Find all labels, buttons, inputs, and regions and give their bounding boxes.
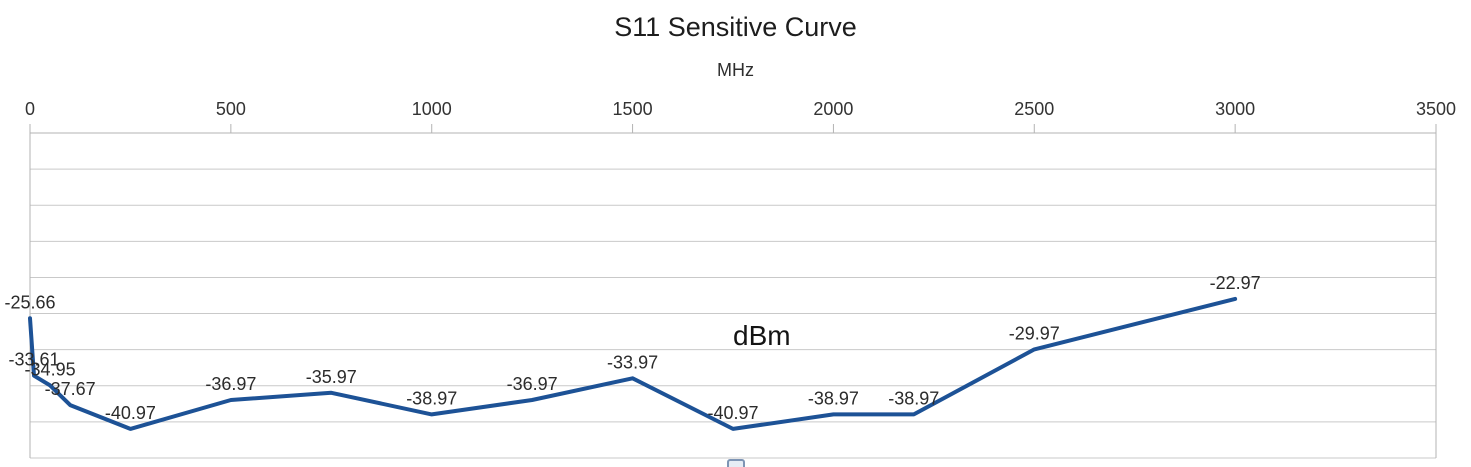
- x-tick-label: 1500: [613, 99, 653, 119]
- data-point-label: -33.97: [607, 352, 658, 372]
- data-point-label: -36.97: [507, 374, 558, 394]
- s11-series-line: [28, 296, 1238, 431]
- data-point-label: -36.97: [205, 374, 256, 394]
- data-point-label: -25.66: [4, 292, 55, 312]
- data-point-label: -33.61: [8, 350, 59, 370]
- data-point-label: -37.67: [45, 379, 96, 399]
- x-tick-label: 2500: [1014, 99, 1054, 119]
- data-point-label: -40.97: [105, 403, 156, 423]
- x-tick-label: 0: [25, 99, 35, 119]
- data-point-label: -35.97: [306, 367, 357, 387]
- x-tick-label: 1000: [412, 99, 452, 119]
- data-point-label: -38.97: [888, 388, 939, 408]
- data-point-label: -40.97: [707, 403, 758, 423]
- data-point-label: -34.95: [25, 359, 76, 379]
- x-tick-label: 3000: [1215, 99, 1255, 119]
- data-point-label: -22.97: [1210, 273, 1261, 293]
- x-tick-label: 3500: [1416, 99, 1456, 119]
- data-point-label: -29.97: [1009, 323, 1060, 343]
- data-point-label: -38.97: [808, 388, 859, 408]
- x-tick-label: 500: [216, 99, 246, 119]
- x-axis-unit-label: MHz: [717, 60, 754, 80]
- clipped-glyph-bottom-edge: [727, 459, 745, 467]
- x-tick-label: 2000: [813, 99, 853, 119]
- data-point-label: -38.97: [406, 388, 457, 408]
- chart-title: S11 Sensitive Curve: [614, 12, 857, 42]
- y-axis-unit-annotation: dBm: [733, 320, 791, 351]
